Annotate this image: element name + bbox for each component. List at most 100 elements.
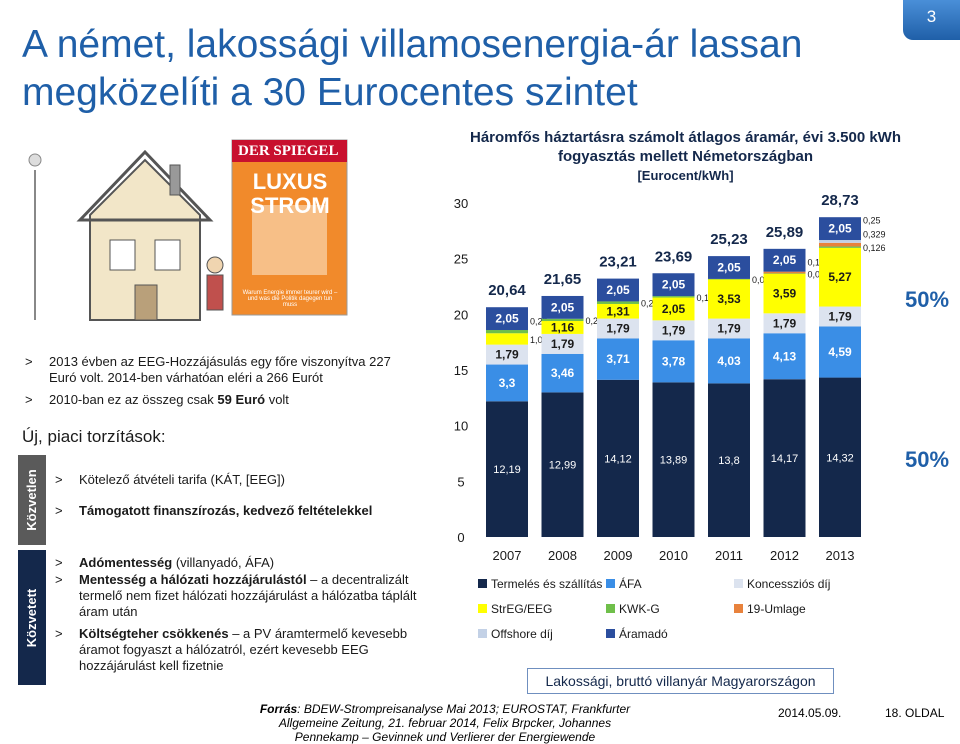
data-label: 3,71 (606, 352, 630, 366)
data-label: 4,13 (773, 349, 797, 363)
data-label: 3,3 (499, 376, 516, 390)
bar-segment (652, 297, 695, 321)
x-tick-label: 2012 (770, 548, 799, 563)
y-tick-label: 10 (454, 419, 468, 434)
text-run: Adómentesség (79, 555, 173, 570)
text-run: (villanyadó, ÁFA) (172, 555, 275, 570)
y-tick-label: 25 (454, 252, 468, 267)
bar-segment (541, 392, 584, 537)
bullet-text: Támogatott finanszírozás, kedvező feltét… (79, 503, 430, 519)
group-box (18, 550, 46, 685)
data-label: 14,17 (771, 453, 799, 465)
bar-segment (819, 217, 861, 241)
bullet-marker: > (55, 472, 63, 487)
source-label: Forrás (259, 702, 298, 716)
bar-segment (541, 353, 584, 393)
y-tick-label: 20 (454, 307, 468, 322)
annotation: 50% (905, 287, 950, 312)
bar-segment (486, 344, 528, 365)
data-label: 4,03 (717, 354, 741, 368)
bar-segment (819, 246, 861, 248)
bar-segment (708, 278, 750, 280)
bullet-marker: > (55, 503, 63, 518)
data-label: 3,53 (717, 292, 741, 306)
x-tick-label: 2007 (493, 548, 522, 563)
data-label: 1,79 (828, 310, 852, 324)
legend-label: Offshore díj (491, 627, 553, 641)
total-label: 20,64 (488, 282, 526, 299)
legend-swatch (734, 579, 743, 588)
bar-segment (541, 318, 584, 322)
data-label: 13,89 (660, 455, 688, 467)
bar-segment (597, 318, 639, 339)
bar-segment (597, 303, 639, 319)
bar-segment (486, 333, 528, 345)
slide-title: megközelíti a 30 Eurocentes szintet (22, 71, 638, 114)
data-label: 2,05 (495, 312, 519, 326)
bar-segment (652, 320, 695, 341)
data-label: 2,05 (606, 283, 630, 297)
group-box (18, 455, 46, 545)
data-label: 2,05 (773, 253, 797, 267)
data-label: 0,151 (808, 257, 831, 267)
bullet-text: Kötelező átvételi tarifa (KÁT, [EEG]) (79, 472, 430, 488)
bar-segment (541, 321, 584, 334)
legend-swatch (478, 629, 487, 638)
data-label: 1,79 (551, 337, 575, 351)
bar-segment (763, 273, 806, 274)
legend-label: StrEG/EEG (491, 602, 552, 616)
total-label: 25,89 (766, 224, 804, 241)
bar-segment (708, 383, 750, 537)
legend-swatch (606, 579, 615, 588)
data-label: 3,78 (662, 354, 686, 368)
legend-swatch (606, 629, 615, 638)
text-run: Kötelező átvételi tarifa (KÁT, [EEG]) (79, 472, 285, 487)
data-label: 2,05 (551, 300, 575, 314)
bar-segment (597, 338, 639, 380)
callout: Lakossági, bruttó villanyár Magyarország… (527, 668, 834, 694)
legend-label: 19-Umlage (747, 602, 806, 616)
bar-segment (708, 279, 750, 319)
page-number: 3 (903, 0, 960, 40)
facts-list: >2013 évben az EEG-Hozzájásulás egy főre… (25, 354, 425, 414)
text-run: 2013 évben az EEG-Hozzájásulás egy főre … (49, 354, 391, 385)
x-tick-label: 2010 (659, 548, 688, 563)
data-label: 14,12 (604, 453, 632, 465)
data-label: 4,59 (828, 345, 852, 359)
total-label: 25,23 (710, 231, 748, 248)
data-label: 2,05 (717, 261, 741, 275)
x-tick-label: 2013 (826, 548, 855, 563)
data-label: 0,29 (530, 317, 548, 327)
bar-segment (819, 242, 861, 247)
annotation: 50% (905, 447, 950, 472)
bar-segment (819, 377, 861, 537)
total-label: 23,21 (599, 254, 637, 271)
data-label: 5,27 (828, 270, 852, 284)
footer-page: 18. OLDAL (885, 706, 945, 720)
data-label: 3,46 (551, 366, 575, 380)
bullet-text: Mentesség a hálózati hozzájárulástól – a… (79, 572, 430, 620)
text-run: Támogatott finanszírozás, kedvező feltét… (79, 503, 373, 518)
bar-segment (486, 330, 528, 334)
bar-segment (652, 382, 695, 537)
data-label: 1,79 (773, 316, 797, 330)
house-illustration (28, 149, 224, 321)
magazine-cover (231, 139, 348, 316)
magazine-caption: Warum Energie immer teurer wird – und wa… (242, 290, 338, 308)
text-run: Költségteher csökkenés (79, 626, 229, 641)
data-label: 13,8 (718, 455, 739, 467)
x-tick-label: 2009 (604, 548, 633, 563)
bar-segment (819, 306, 861, 327)
legend-label: KWK-G (619, 602, 660, 616)
text-run: Mentesség a hálózati hozzájárulástól (79, 572, 307, 587)
data-label: 12,19 (493, 464, 521, 476)
text-run: – a decentralizált termelő nem fizet hál… (79, 572, 417, 619)
source: Forrás: BDEW-Strompreisanalyse Mai 2013;… (250, 702, 640, 744)
bullet-marker: > (55, 555, 63, 570)
bullet-marker: > (25, 354, 33, 369)
chart-subtitle: [Eurocent/kWh] (637, 168, 734, 183)
distortion-groups: Közvetlen > Kötelező átvételi tarifa (KÁT,… (0, 450, 440, 690)
bar-segment (819, 326, 861, 378)
bullet-text: 2013 évben az EEG-Hozzájásulás egy főre … (49, 354, 395, 386)
